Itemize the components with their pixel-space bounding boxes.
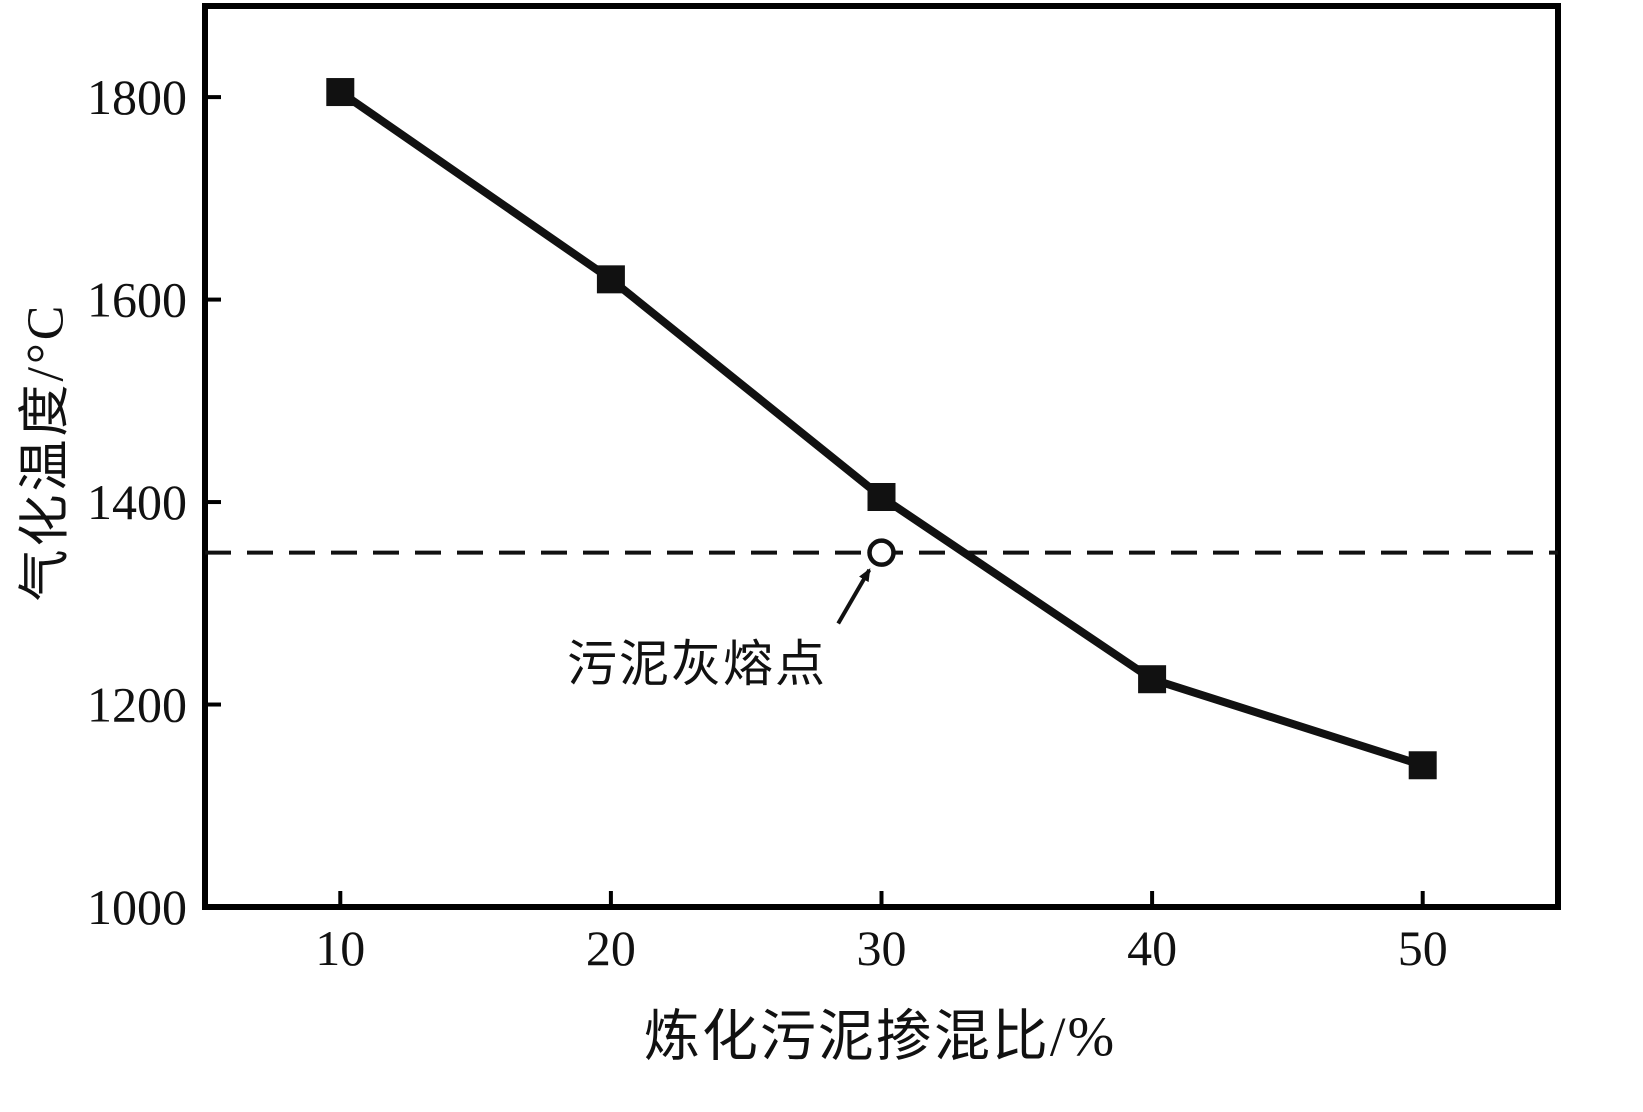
data-point-marker xyxy=(1408,751,1437,780)
data-point-marker xyxy=(867,482,896,511)
ash-melting-point-label: 污泥灰熔点 xyxy=(567,636,827,692)
annotation-arrow xyxy=(836,568,872,625)
data-point-marker xyxy=(326,78,355,107)
x-tick-label: 40 xyxy=(1127,920,1177,976)
x-tick-label: 10 xyxy=(315,920,365,976)
x-tick-label: 20 xyxy=(586,920,636,976)
y-tick-label: 1600 xyxy=(87,272,187,328)
temperature-series-line xyxy=(336,88,1427,770)
x-axis-title: 炼化污泥掺混比/% xyxy=(643,1006,1117,1069)
y-tick-label: 1200 xyxy=(87,677,187,733)
x-tick-label: 50 xyxy=(1398,920,1448,976)
x-tick-label: 30 xyxy=(857,920,907,976)
y-tick-label: 1400 xyxy=(87,474,187,530)
y-axis-title: 气化温度/°C xyxy=(17,302,75,602)
y-tick-label: 1000 xyxy=(87,879,187,935)
data-point-marker xyxy=(596,265,625,294)
data-point-marker xyxy=(1138,665,1167,694)
y-tick-label: 1800 xyxy=(87,69,187,125)
ash-melting-point-marker xyxy=(867,538,896,567)
